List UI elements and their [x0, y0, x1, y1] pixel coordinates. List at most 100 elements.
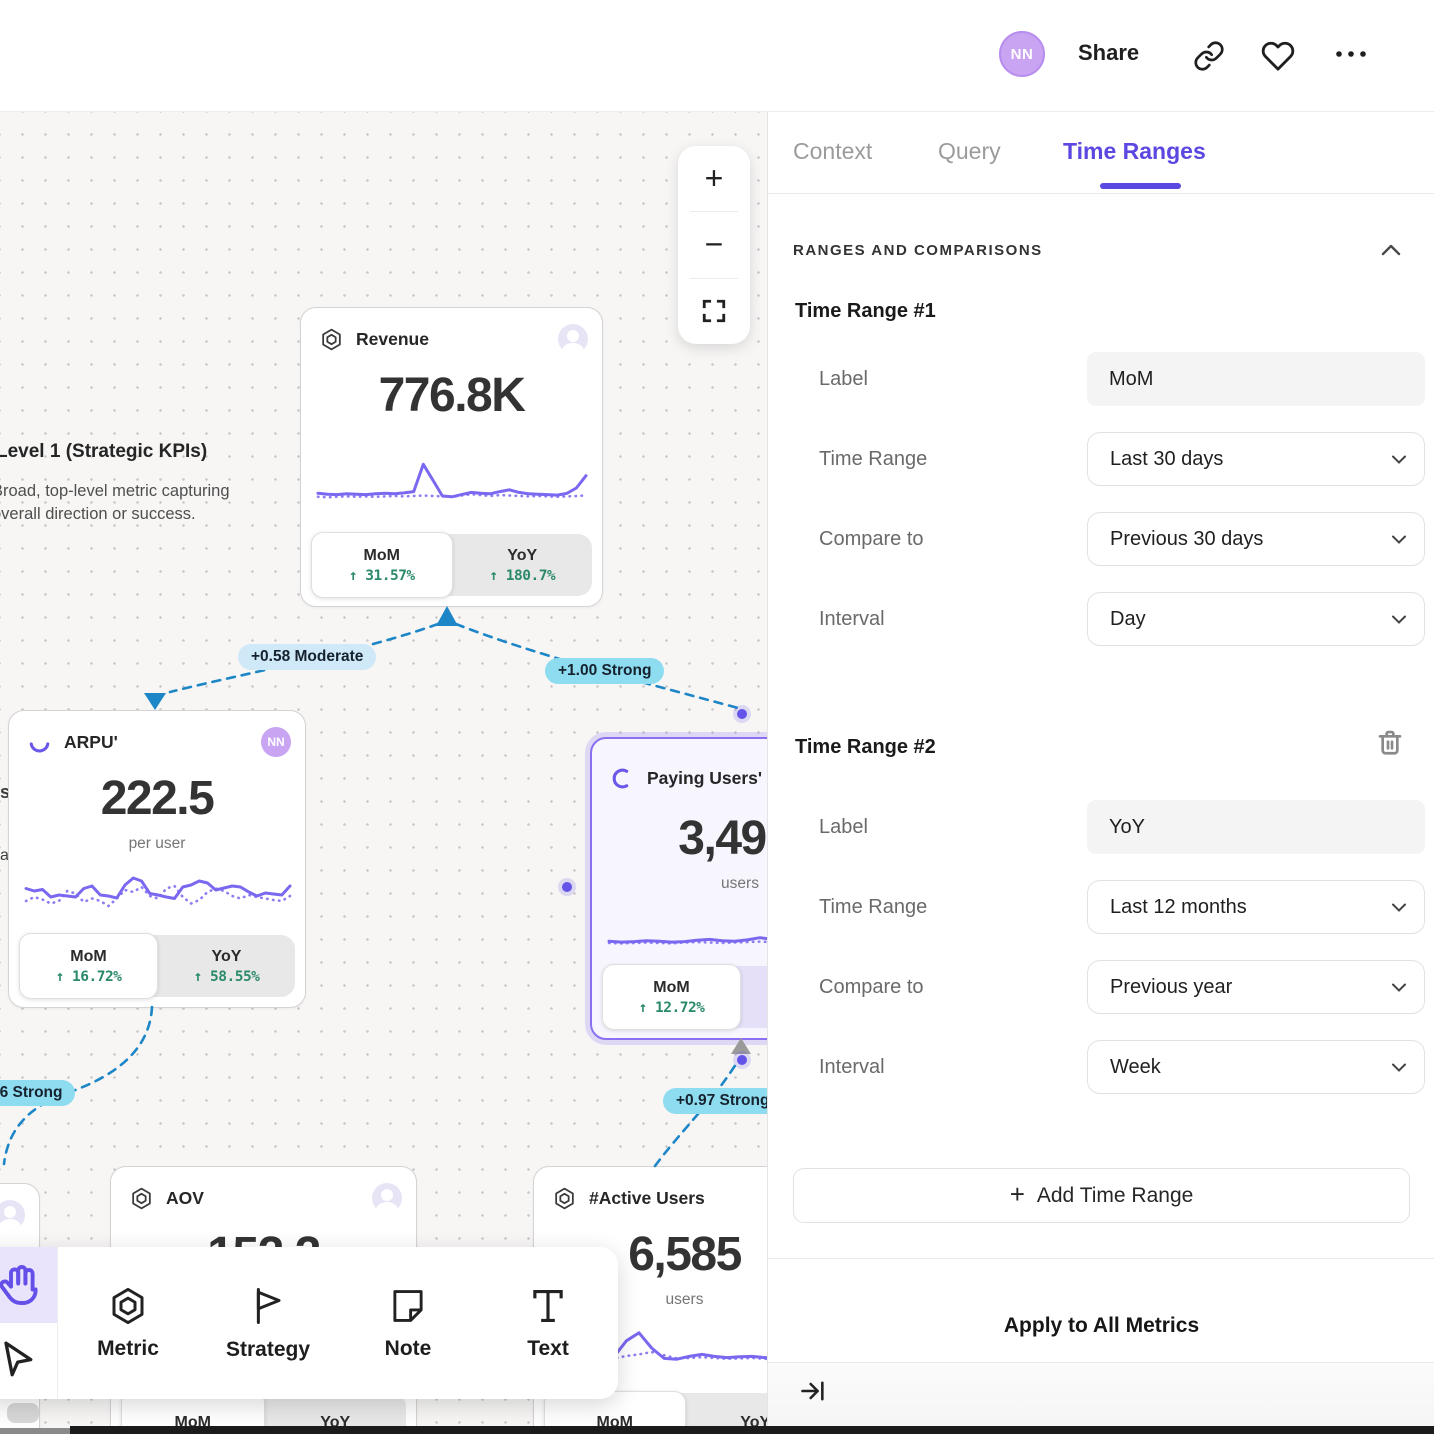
metric-hexagon-icon: [552, 1186, 577, 1211]
sparkline-chart: [24, 876, 292, 908]
tr1-interval-select[interactable]: Day: [1087, 592, 1425, 646]
connection-handle: [737, 709, 747, 719]
label-field-label: Label: [819, 368, 868, 390]
plus-icon: +: [1009, 1178, 1025, 1209]
comparison-footer: MoM ↑ 16.72% YoY ↑ 58.55%: [19, 933, 295, 999]
comparison-footer: MoM ↑ 12.72% YoY: [602, 964, 767, 1030]
chevron-down-icon: [1392, 535, 1406, 544]
yoy-toggle[interactable]: YoY ↑ 58.55%: [193, 947, 260, 985]
metric-value: 776.8K: [378, 369, 526, 422]
tr2-time-range-select[interactable]: Last 12 months: [1087, 880, 1425, 934]
tab-context[interactable]: Context: [793, 138, 873, 164]
time-range-1-title: Time Range #1: [795, 300, 936, 322]
metric-card-title: ARPU': [64, 731, 118, 752]
zoom-in-button[interactable]: +: [704, 160, 724, 197]
metric-value: 6,585: [628, 1228, 742, 1281]
mom-toggle[interactable]: MoM ↑ 12.72%: [602, 964, 741, 1030]
metric-value: 222.5: [100, 772, 215, 825]
interval-field-label: Interval: [819, 1056, 885, 1078]
chevron-down-icon: [1392, 983, 1406, 992]
select-tool-button[interactable]: [0, 1323, 57, 1399]
more-options-icon[interactable]: [1334, 48, 1366, 80]
add-time-range-button[interactable]: + Add Time Range: [793, 1168, 1410, 1223]
zoom-controls: + −: [678, 146, 750, 344]
tr1-time-range-select[interactable]: Last 30 days: [1087, 432, 1425, 486]
chevron-down-icon: [1392, 615, 1406, 624]
mom-toggle[interactable]: MoM ↑ 16.72%: [19, 933, 158, 999]
arrowhead: [731, 1038, 751, 1054]
tab-time-ranges[interactable]: Time Ranges: [1063, 138, 1206, 164]
clipped-text-fragment: s: [0, 782, 9, 802]
metric-unit: users: [665, 1291, 704, 1308]
delete-time-range-trash-icon[interactable]: [1374, 727, 1406, 759]
add-strategy-button[interactable]: Strategy: [198, 1247, 338, 1399]
metric-card-paying-users[interactable]: Paying Users' 3,49 users MoM ↑ 12.72% Yo…: [590, 737, 767, 1040]
correlation-badge[interactable]: 66 Strong: [0, 1080, 76, 1106]
metric-card-title: Paying Users': [647, 767, 763, 788]
canvas-note-title[interactable]: Level 1 (Strategic KPIs): [0, 441, 208, 462]
hand-tool-button[interactable]: [0, 1247, 57, 1323]
owner-avatar[interactable]: [372, 1183, 402, 1213]
fit-view-button[interactable]: [678, 279, 750, 344]
cursor-icon: [3, 1341, 32, 1377]
tab-query[interactable]: Query: [938, 138, 1001, 164]
time-range-field-label: Time Range: [819, 896, 928, 918]
share-button[interactable]: Share: [1078, 40, 1140, 65]
metric-card-title: Revenue: [356, 328, 429, 349]
active-tab-indicator: [1100, 183, 1181, 189]
add-metric-button[interactable]: Metric: [58, 1247, 198, 1399]
metric-card-revenue[interactable]: Revenue 776.8K MoM ↑ 31.57% YoY ↑ 180.7%: [300, 307, 603, 607]
metric-hexagon-icon: [112, 1287, 144, 1325]
text-icon: [533, 1289, 563, 1323]
tr2-label-input[interactable]: YoY: [1087, 800, 1425, 854]
mom-toggle[interactable]: MoM ↑ 31.57%: [311, 532, 453, 598]
loading-spinner-icon: [27, 730, 52, 755]
tr2-interval-select[interactable]: Week: [1087, 1040, 1425, 1094]
yoy-toggle[interactable]: YoY: [741, 966, 767, 1028]
interval-field-label: Interval: [819, 608, 885, 630]
time-range-2-title: Time Range #2: [795, 736, 936, 758]
collapse-panel-icon[interactable]: [799, 1377, 827, 1405]
tr1-label-input[interactable]: MoM: [1087, 352, 1425, 406]
add-text-button[interactable]: Text: [478, 1247, 618, 1399]
metric-value: 3,49: [678, 812, 767, 865]
chevron-down-icon: [1392, 1063, 1406, 1072]
connection-handle: [737, 1055, 747, 1065]
metric-card-arpu[interactable]: ARPU' NN 222.5 per user MoM ↑ 16.72% YoY…: [8, 710, 306, 1008]
add-note-button[interactable]: Note: [338, 1247, 478, 1399]
tr2-compare-to-select[interactable]: Previous year: [1087, 960, 1425, 1014]
arrowhead: [436, 606, 458, 626]
loading-spinner-icon: [610, 766, 635, 791]
metric-unit: users: [721, 875, 759, 892]
canvas-toolbar: Metric Strategy Note: [0, 1247, 618, 1399]
comparison-footer: MoM ↑ 31.57% YoY ↑ 180.7%: [311, 532, 592, 598]
section-header: RANGES AND COMPARISONS: [793, 242, 1043, 259]
correlation-badge[interactable]: +0.58 Moderate: [238, 644, 377, 670]
metric-unit: per user: [128, 835, 186, 852]
yoy-toggle[interactable]: YoY ↑ 180.7%: [489, 546, 556, 584]
metric-card-title: #Active Users: [589, 1187, 705, 1208]
correlation-badge[interactable]: +0.97 Strong: [663, 1088, 767, 1114]
owner-avatar[interactable]: [0, 1200, 25, 1230]
zoom-out-button[interactable]: −: [704, 226, 724, 263]
tr1-compare-to-select[interactable]: Previous 30 days: [1087, 512, 1425, 566]
top-bar: NN Share: [0, 0, 1434, 112]
correlation-badge[interactable]: +1.00 Strong: [545, 658, 665, 684]
owner-avatar[interactable]: [558, 324, 588, 354]
metric-hexagon-icon: [319, 327, 344, 352]
user-avatar[interactable]: NN: [999, 31, 1045, 77]
chevron-down-icon: [1392, 903, 1406, 912]
hand-icon: [0, 1265, 38, 1305]
compare-to-field-label: Compare to: [819, 976, 924, 998]
bottom-edge-bar: [70, 1426, 1434, 1434]
copy-link-icon[interactable]: [1193, 40, 1225, 72]
label-field-label: Label: [819, 816, 868, 838]
canvas-note-body[interactable]: Broad, top-level metric capturing overal…: [0, 482, 230, 523]
favorite-heart-icon[interactable]: [1261, 39, 1295, 71]
owner-avatar[interactable]: NN: [261, 727, 291, 757]
metric-tree-canvas[interactable]: Level 1 (Strategic KPIs) Broad, top-leve…: [0, 112, 767, 1434]
collapse-section-chevron-icon[interactable]: [1381, 244, 1401, 256]
panel-footer: [768, 1363, 1434, 1434]
apply-to-all-metrics-button[interactable]: Apply to All Metrics: [768, 1298, 1434, 1354]
